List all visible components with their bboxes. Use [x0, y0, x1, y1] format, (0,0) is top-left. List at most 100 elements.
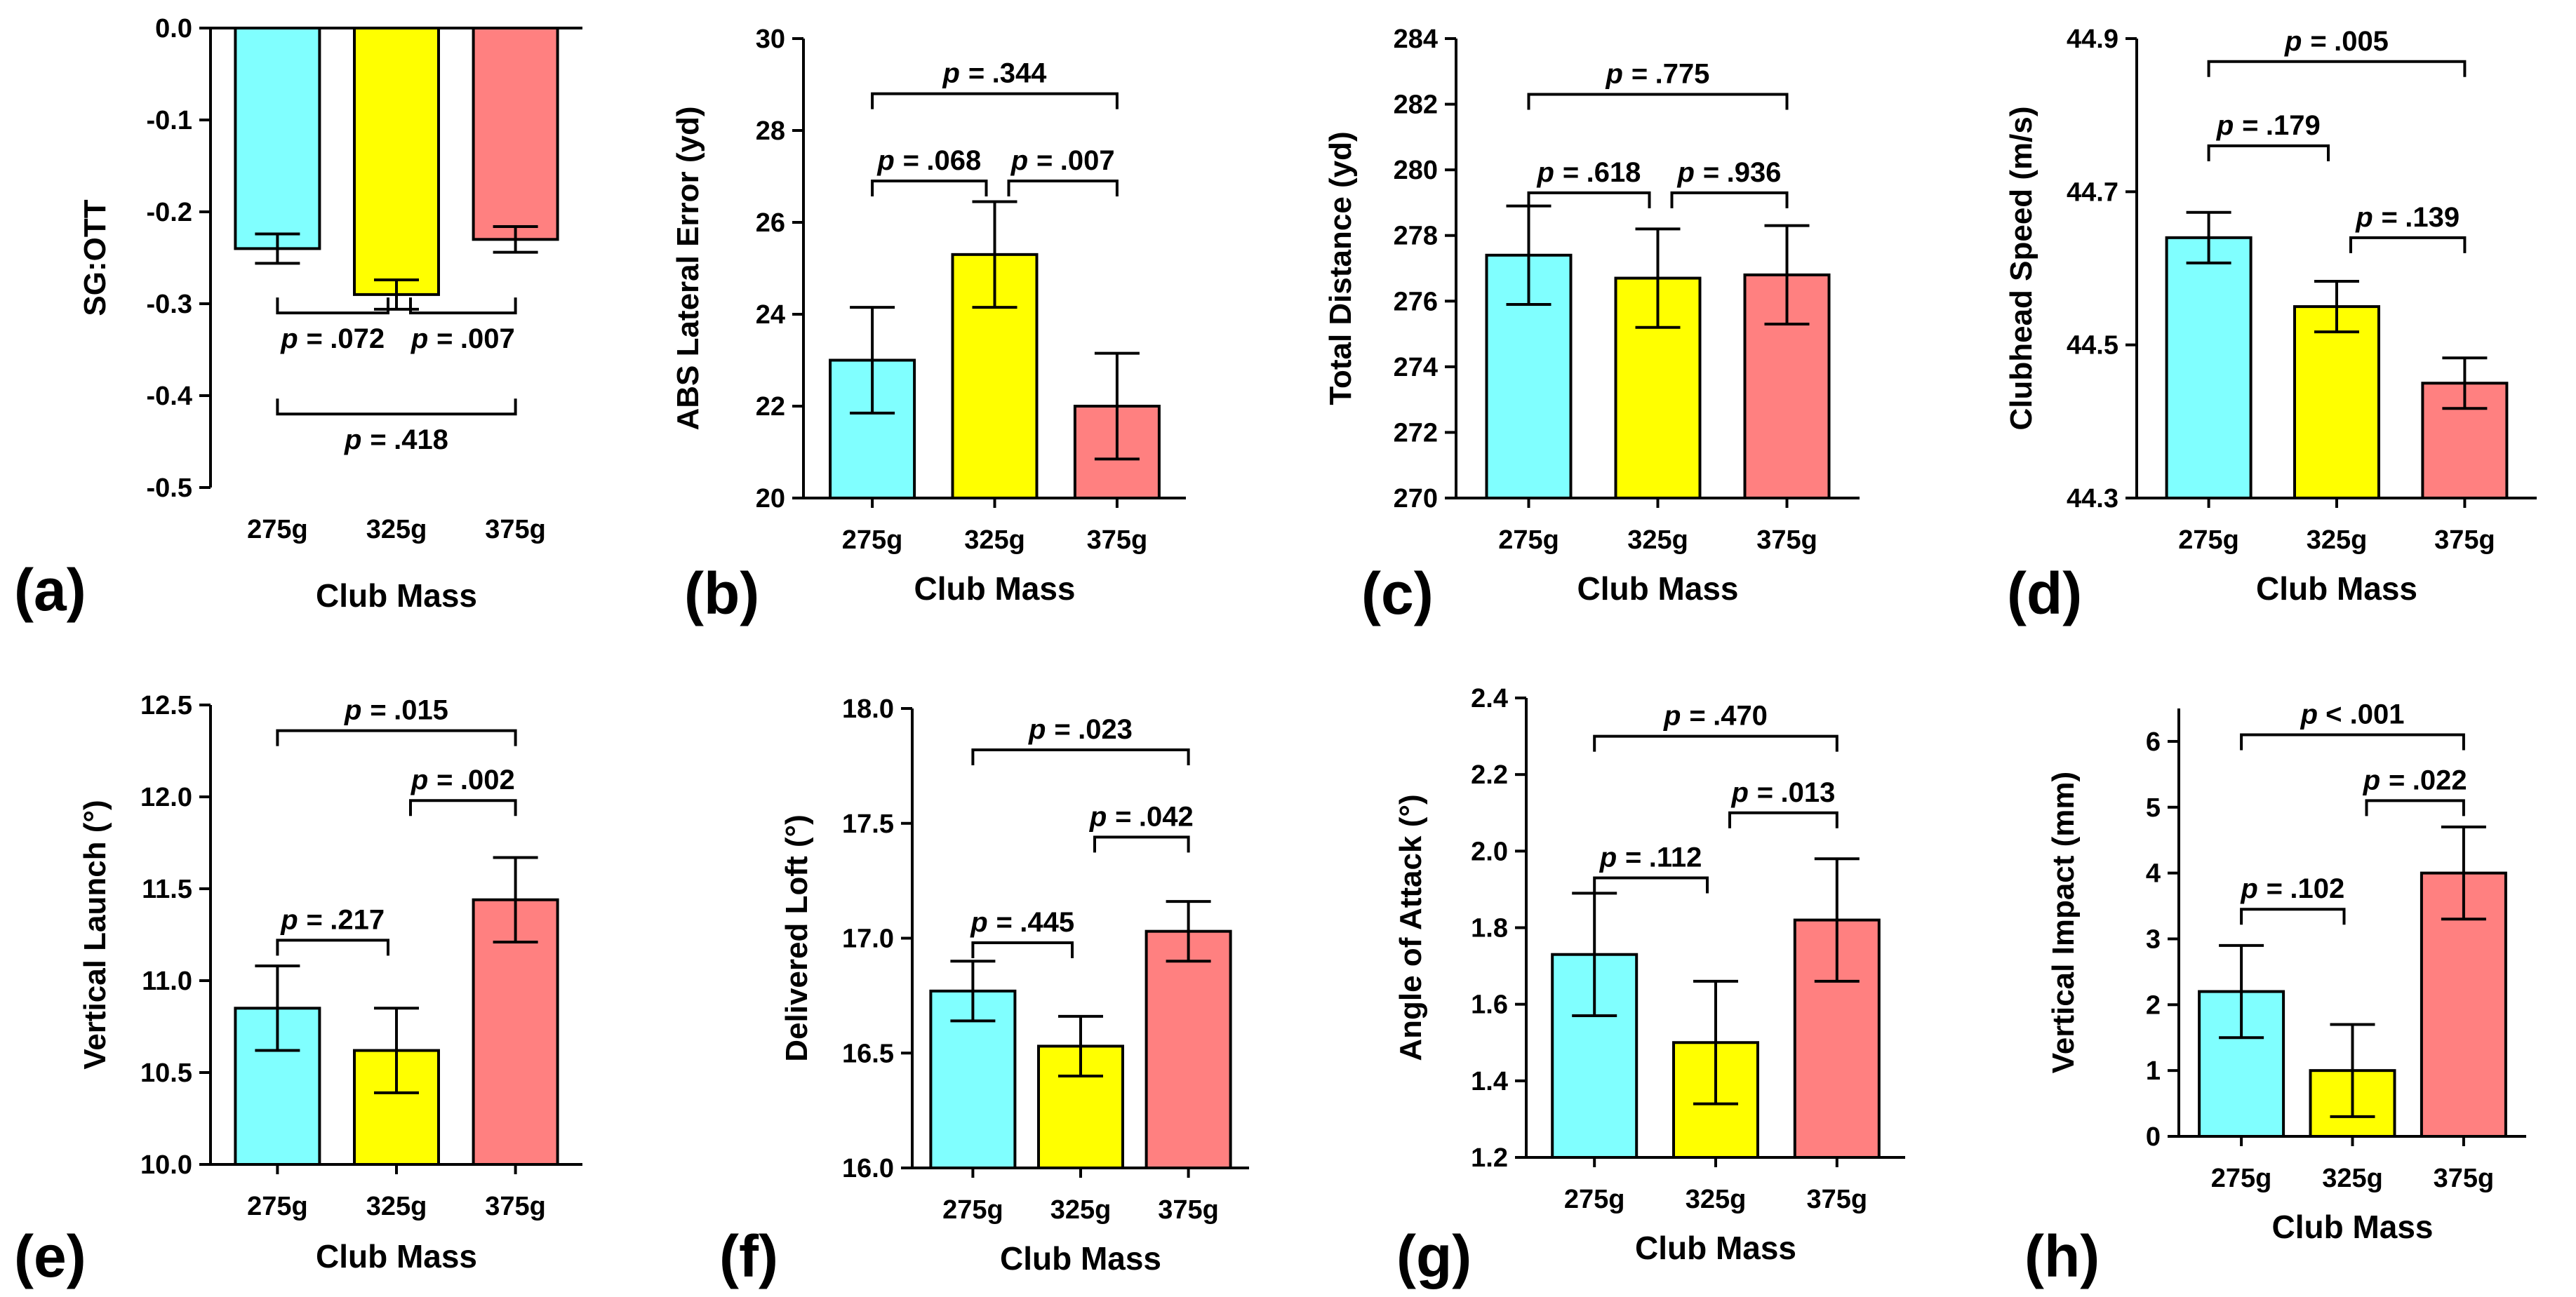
panel-label: (a)	[14, 557, 86, 623]
p-value-label: p = .179	[2216, 110, 2321, 141]
x-tick-label: 275g	[942, 1195, 1003, 1225]
y-tick-label: 44.3	[2067, 484, 2118, 513]
x-tick-label: 275g	[247, 515, 308, 544]
significance-bracket	[1093, 835, 1190, 853]
p-value-prefix: p =	[344, 695, 394, 726]
p-value: .936	[1727, 157, 1782, 188]
p-value: .002	[460, 765, 515, 795]
y-tick-label: 11.5	[142, 875, 192, 904]
panel-label: (b)	[684, 560, 759, 626]
p-value-label: p = .072	[280, 323, 385, 354]
x-tick-label: 325g	[366, 1192, 427, 1221]
bar-325g	[2293, 305, 2380, 499]
x-tick-label: 275g	[842, 525, 903, 555]
y-tick-label: 4	[2146, 859, 2161, 889]
x-tick-label: 275g	[2211, 1164, 2272, 1193]
y-tick-label: 3	[2146, 925, 2161, 954]
x-axis-label: Club Mass	[1000, 1240, 1161, 1277]
y-tick-label: 0	[2146, 1122, 2161, 1152]
y-tick-label: 2.4	[1471, 684, 1508, 713]
y-tick-label: 1	[2146, 1056, 2161, 1086]
x-tick-label: 375g	[1756, 525, 1817, 555]
significance-bracket	[276, 398, 517, 416]
significance-bracket	[2240, 908, 2346, 925]
p-value-prefix: p =	[2355, 202, 2405, 233]
p-value-label: p = .007	[1010, 145, 1115, 176]
y-tick-label: 2.2	[1471, 760, 1508, 790]
y-tick-label: 1.8	[1471, 914, 1508, 943]
p-value-prefix: p	[2300, 699, 2326, 730]
p-value-prefix: p =	[1606, 59, 1655, 90]
x-tick-label: 325g	[964, 525, 1025, 555]
x-axis-label: Club Mass	[316, 1238, 477, 1275]
panel-label: (h)	[2024, 1223, 2100, 1289]
p-value-prefix: p =	[280, 323, 330, 354]
p-value: .139	[2405, 202, 2460, 233]
y-tick-label: 18.0	[842, 694, 894, 724]
y-tick-label: 30	[756, 25, 785, 54]
p-value-label: p = .005	[2284, 26, 2389, 57]
p-value-prefix: p =	[344, 424, 394, 455]
x-tick-label: 375g	[2434, 1164, 2495, 1193]
p-value-label: p = .112	[1599, 842, 1702, 873]
significance-bracket	[1670, 191, 1789, 208]
p-value: .013	[1780, 777, 1835, 808]
y-axis-label: Total Distance (yd)	[1323, 131, 1358, 405]
y-axis-label: Clubhead Speed (m/s)	[2004, 106, 2038, 430]
p-value-prefix: p =	[970, 907, 1020, 938]
y-axis-label: Vertical Impact (mm)	[2046, 772, 2081, 1073]
y-tick-label: 282	[1394, 90, 1438, 120]
p-value-label: p = .023	[1028, 714, 1133, 745]
significance-bracket	[2349, 236, 2467, 253]
significance-bracket	[971, 748, 1190, 765]
p-value-prefix: p =	[411, 765, 460, 795]
p-value: .015	[394, 695, 448, 726]
significance-bracket	[1728, 811, 1838, 828]
y-tick-label: -0.5	[147, 473, 192, 503]
p-value-prefix: p =	[280, 904, 330, 935]
x-tick-label: 375g	[1087, 525, 1148, 555]
p-value-prefix: p =	[1677, 157, 1727, 188]
p-value: .418	[394, 424, 448, 455]
y-tick-label: 28	[756, 116, 785, 146]
significance-bracket	[1007, 180, 1119, 197]
p-value-label: p = .007	[411, 323, 515, 354]
p-value: .112	[1649, 842, 1702, 873]
y-tick-label: 16.0	[842, 1154, 894, 1183]
p-value-label: p = .217	[280, 904, 385, 935]
p-value-prefix: p =	[2216, 110, 2266, 141]
significance-bracket	[1593, 876, 1709, 894]
p-value: .618	[1587, 157, 1641, 188]
y-tick-label: 10.5	[140, 1059, 192, 1088]
x-axis-label: Club Mass	[1635, 1230, 1796, 1266]
y-tick-label: 2.0	[1471, 837, 1508, 866]
panel-label: (f)	[719, 1223, 778, 1289]
p-value-label: p = .068	[876, 145, 981, 176]
chart-panel-f: 16.0 16.5 17.0 17.5 18.0 275g 325g 375g p = .445…	[719, 694, 1249, 1289]
y-tick-label: 26	[756, 208, 785, 238]
y-tick-label: 284	[1394, 25, 1438, 54]
y-tick-label: 272	[1394, 418, 1438, 448]
significance-bracket	[409, 799, 517, 816]
p-value-label: p = .418	[344, 424, 448, 455]
y-tick-label: 17.0	[842, 925, 894, 954]
y-axis-label: Angle of Attack (°)	[1394, 794, 1428, 1061]
panel-label: (c)	[1361, 560, 1434, 626]
significance-bracket	[276, 939, 389, 956]
y-tick-label: 22	[756, 392, 785, 422]
bar-275g	[2165, 236, 2253, 499]
p-value: .023	[1078, 714, 1133, 745]
y-axis-label: ABS Lateral Error (yd)	[671, 106, 705, 430]
y-tick-label: 270	[1394, 484, 1438, 513]
p-value-label: p = .936	[1677, 157, 1782, 188]
y-tick-label: 0.0	[155, 14, 192, 43]
y-tick-label: 44.7	[2067, 177, 2118, 207]
x-tick-label: 325g	[1627, 525, 1688, 555]
bar-275g	[234, 27, 321, 250]
p-value-prefix: p =	[876, 145, 926, 176]
significance-bracket	[971, 941, 1074, 959]
significance-bracket	[871, 92, 1119, 109]
p-value-label: p = .102	[2240, 873, 2344, 904]
y-tick-label: 16.5	[842, 1039, 894, 1068]
